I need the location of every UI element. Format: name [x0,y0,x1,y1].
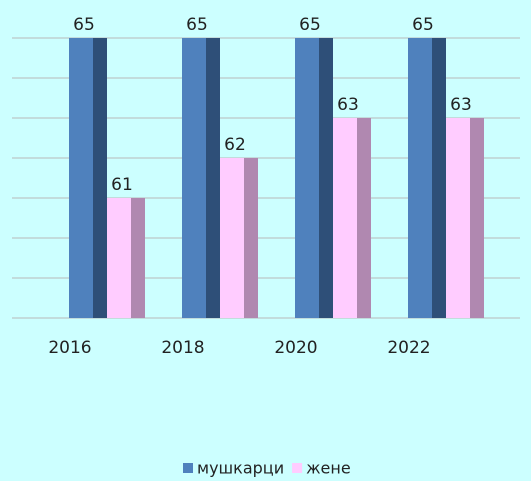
bar [446,118,470,318]
data-label: 65 [412,15,434,35]
x-tick-label: 2022 [387,338,430,358]
bar [220,158,244,318]
data-label: 61 [111,175,133,195]
bar-side [93,38,107,318]
legend-swatch [183,463,193,473]
bar-side [206,38,220,318]
bar [408,38,432,318]
data-label: 62 [224,135,246,155]
bar-side [131,198,145,318]
legend-label: жене [306,459,351,478]
data-label: 65 [299,15,321,35]
bar-side [432,38,446,318]
legend: мушкарци жене [183,459,351,478]
legend-swatch [292,463,303,473]
bar-side [470,118,484,318]
x-tick-label: 2020 [274,338,317,358]
data-label: 63 [337,95,359,115]
legend-label: мушкарци [197,459,284,478]
x-tick-label: 2016 [48,338,91,358]
bar-side [357,118,371,318]
x-tick-label: 2018 [161,338,204,358]
data-label: 65 [186,15,208,35]
bar [182,38,206,318]
bar [69,38,93,318]
bar [107,198,131,318]
bar [295,38,319,318]
data-label: 65 [73,15,95,35]
bar-side [319,38,333,318]
bar-side [244,158,258,318]
bar [333,118,357,318]
data-label: 63 [450,95,472,115]
